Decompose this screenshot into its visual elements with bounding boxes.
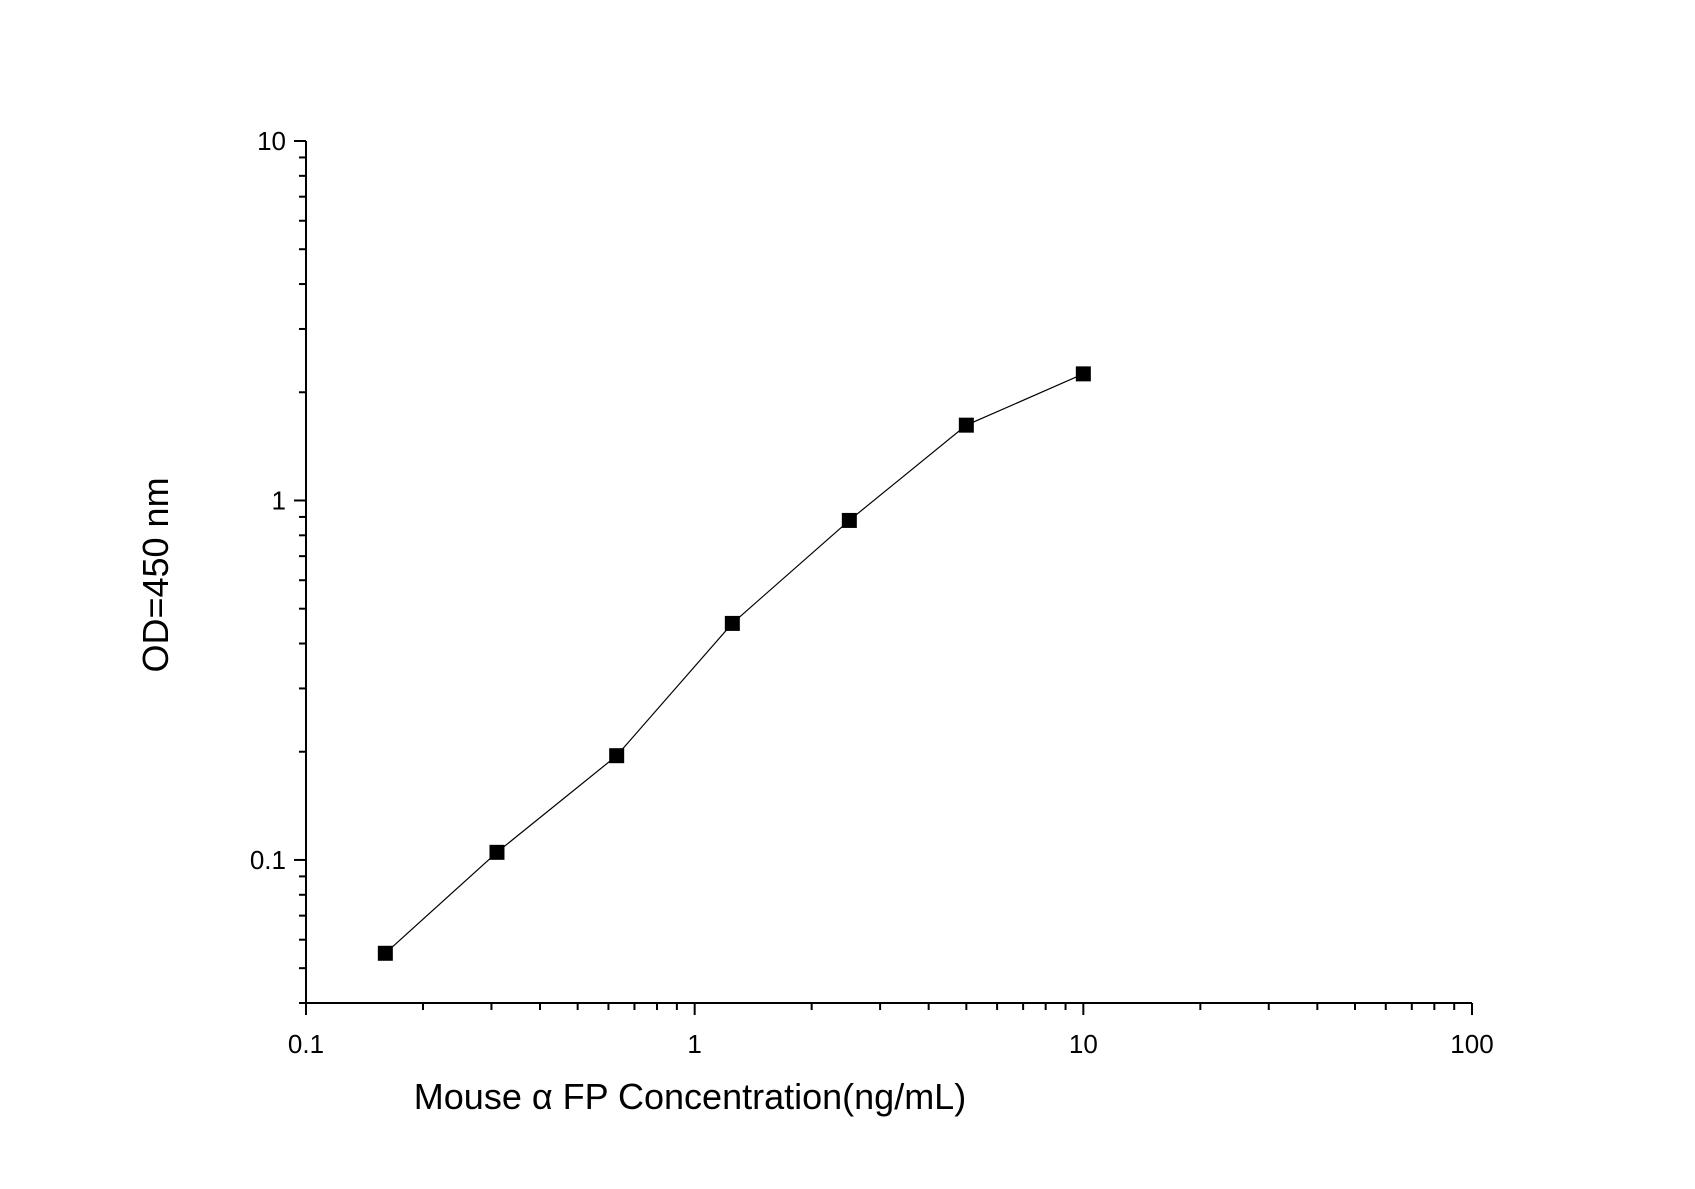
data-point-marker [841, 512, 857, 528]
plot-area [377, 366, 1091, 961]
y-axis-title: OD=450 nm [135, 477, 176, 672]
x-axis-title: Mouse α FP Concentration(ng/mL) [414, 1076, 966, 1117]
x-tick-label: 0.1 [288, 1029, 324, 1059]
data-point-marker [377, 945, 393, 961]
y-tick-label: 0.1 [250, 845, 286, 875]
x-tick-label: 100 [1450, 1029, 1493, 1059]
data-point-marker [489, 844, 505, 860]
data-point-marker [724, 615, 740, 631]
data-point-marker [609, 748, 625, 764]
data-point-marker [1075, 366, 1091, 382]
series-line [384, 373, 1084, 954]
x-tick-label: 10 [1069, 1029, 1098, 1059]
axes: 0.1 1 10 100 0.1 1 10 [250, 126, 1494, 1059]
x-tick-label: 1 [687, 1029, 701, 1059]
y-tick-label: 10 [257, 126, 286, 156]
data-point-marker [958, 417, 974, 433]
y-tick-label: 1 [272, 485, 286, 515]
